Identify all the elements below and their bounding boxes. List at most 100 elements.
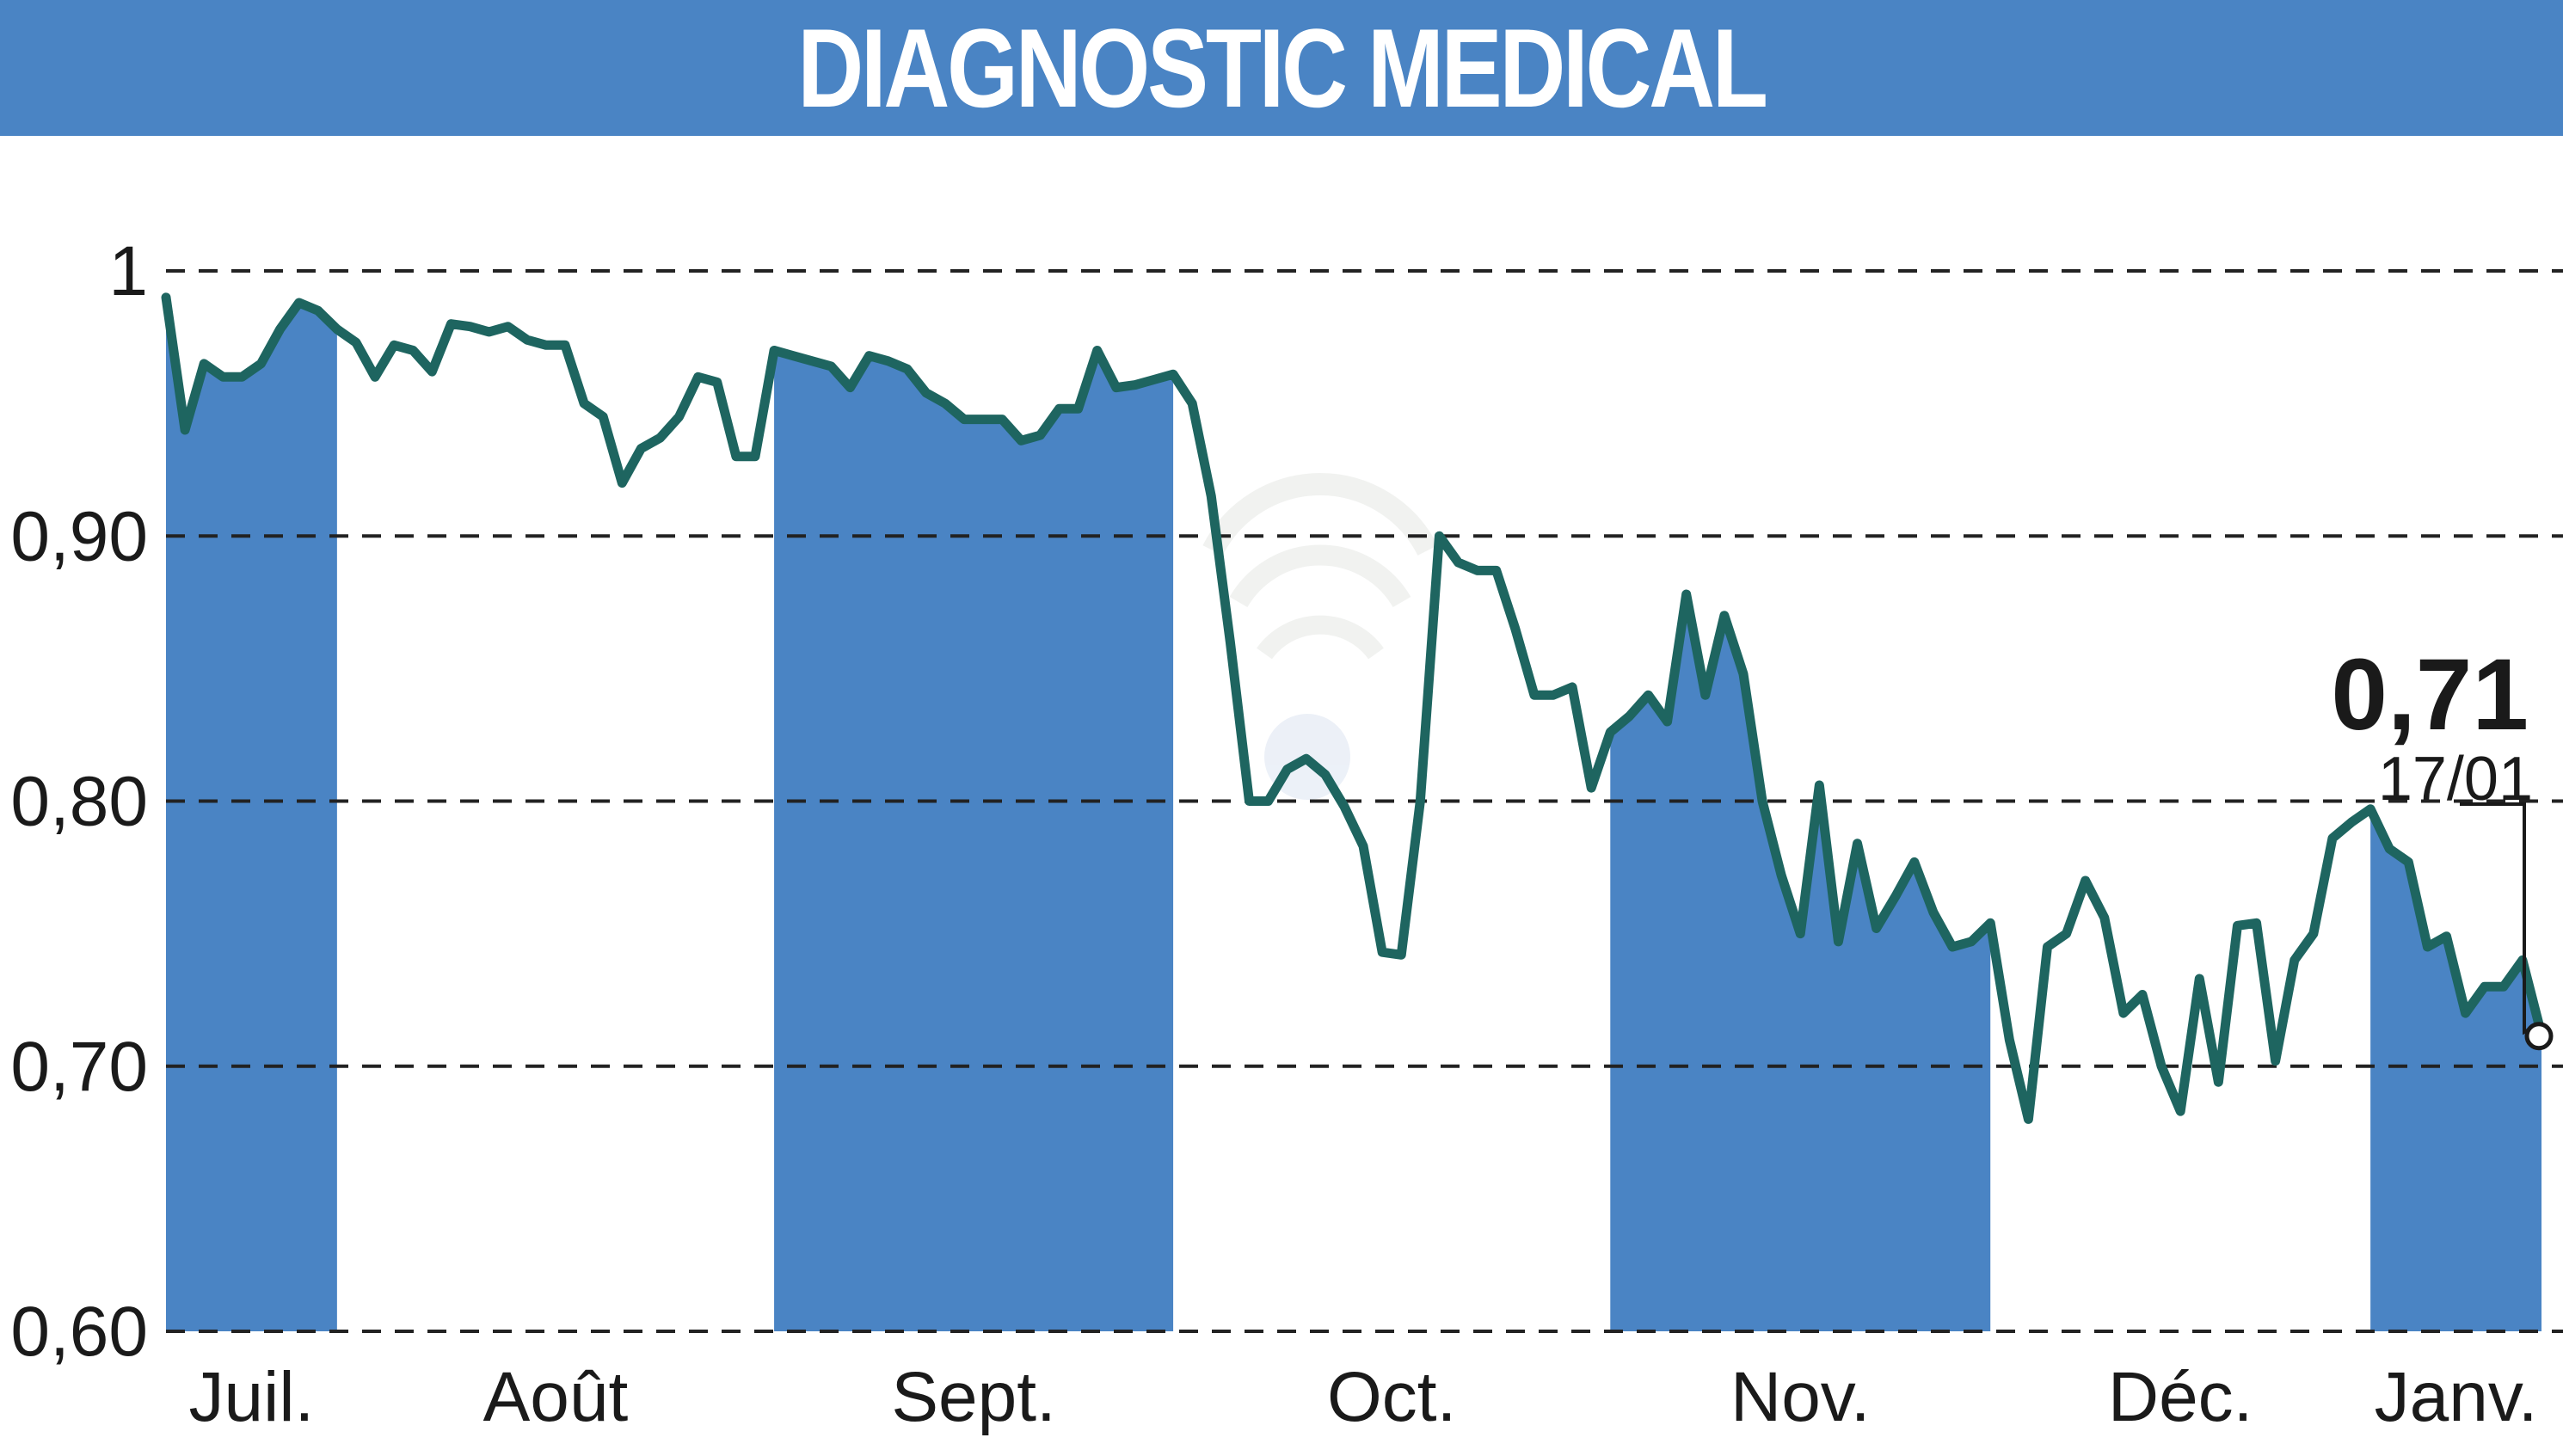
data-point-95 (1967, 937, 1976, 946)
data-point-6 (275, 324, 285, 334)
y-tick-label-0: 1 (108, 232, 148, 310)
data-point-80 (1681, 590, 1691, 599)
data-point-122 (2480, 982, 2489, 992)
data-point-1 (181, 425, 190, 434)
data-point-89 (1853, 839, 1862, 848)
x-axis-months: Juil. Août Sept. Oct. Nov. Déc. Janv. (189, 1358, 2538, 1436)
data-point-116 (2366, 804, 2376, 814)
data-point-26 (655, 433, 665, 443)
data-point-37 (864, 351, 874, 360)
y-tick-label-1: 0,90 (10, 497, 148, 575)
data-point-47 (1054, 404, 1064, 414)
data-point-109 (2233, 921, 2242, 931)
data-point-34 (808, 356, 817, 366)
data-point-5 (256, 359, 266, 368)
data-point-4 (237, 372, 247, 382)
grid-lines (166, 269, 2563, 1333)
data-point-66 (1416, 796, 1425, 806)
data-point-64 (1378, 948, 1387, 957)
data-point-40 (921, 388, 931, 397)
data-point-96 (1986, 918, 1995, 928)
data-point-68 (1454, 558, 1463, 568)
data-point-78 (1644, 691, 1653, 700)
data-point-0 (162, 292, 170, 302)
last-value-label: 0,71 (2331, 638, 2529, 752)
x-month-label-6: Janv. (2375, 1358, 2538, 1436)
shaded-month-0 (166, 297, 337, 1332)
data-point-72 (1529, 691, 1539, 700)
data-point-102 (2099, 913, 2109, 923)
data-point-31 (750, 452, 759, 461)
data-point-22 (580, 399, 589, 409)
data-point-118 (2404, 857, 2413, 867)
data-point-62 (1339, 802, 1349, 811)
data-point-67 (1435, 531, 1444, 541)
data-point-15 (446, 319, 456, 329)
data-point-57 (1245, 796, 1254, 806)
data-point-111 (2271, 1056, 2280, 1066)
data-point-35 (827, 361, 836, 371)
data-point-92 (1909, 857, 1919, 867)
data-point-93 (1928, 907, 1938, 917)
data-point-21 (561, 341, 570, 350)
data-point-97 (2005, 1035, 2014, 1044)
last-date-label: 17/01 (2378, 745, 2533, 814)
data-point-114 (2327, 833, 2337, 843)
data-point-9 (332, 324, 341, 334)
data-point-39 (902, 365, 912, 374)
series-layer (161, 292, 2547, 1124)
data-point-86 (1796, 929, 1805, 938)
data-point-119 (2423, 943, 2432, 952)
data-point-53 (1169, 370, 1178, 379)
data-point-59 (1282, 765, 1292, 774)
x-month-label-1: Août (483, 1358, 629, 1436)
data-point-70 (1491, 566, 1501, 575)
data-point-10 (351, 338, 360, 347)
data-point-69 (1472, 566, 1482, 575)
data-point-91 (1890, 892, 1900, 901)
data-point-73 (1549, 691, 1558, 700)
data-point-117 (2385, 844, 2394, 853)
data-point-121 (2461, 1009, 2470, 1018)
data-point-74 (1568, 682, 1577, 691)
data-point-49 (1092, 346, 1102, 355)
series-line (161, 292, 2547, 1124)
data-point-11 (371, 372, 380, 382)
data-point-79 (1663, 717, 1672, 727)
shaded-month-2 (774, 350, 1174, 1332)
data-point-98 (2024, 1115, 2033, 1124)
y-tick-label-2: 0,80 (10, 763, 148, 841)
data-point-94 (1948, 943, 1958, 952)
data-point-20 (541, 341, 550, 350)
data-point-48 (1073, 404, 1083, 414)
data-point-46 (1036, 431, 1045, 440)
data-point-99 (2043, 943, 2052, 952)
data-point-8 (313, 306, 323, 316)
data-point-85 (1777, 870, 1786, 880)
data-point-104 (2137, 990, 2147, 999)
y-tick-label-4: 0,60 (10, 1293, 148, 1371)
data-point-107 (2195, 974, 2204, 984)
data-point-90 (1872, 924, 1881, 933)
data-point-51 (1130, 380, 1140, 390)
data-point-113 (2308, 929, 2318, 938)
data-point-42 (960, 415, 969, 424)
x-month-label-5: Déc. (2108, 1358, 2253, 1436)
data-point-77 (1625, 711, 1634, 721)
data-point-12 (390, 341, 399, 350)
data-point-14 (427, 367, 437, 377)
shaded-month-4 (1610, 594, 1991, 1331)
data-point-58 (1263, 796, 1273, 806)
data-point-63 (1359, 841, 1368, 851)
data-point-24 (618, 478, 627, 488)
data-point-19 (522, 335, 532, 345)
data-point-83 (1738, 669, 1748, 679)
data-point-75 (1587, 783, 1596, 793)
data-point-87 (1815, 781, 1824, 790)
data-point-30 (731, 452, 741, 461)
data-point-17 (484, 327, 494, 336)
data-point-45 (1017, 436, 1026, 445)
data-point-18 (503, 322, 513, 331)
data-point-7 (294, 298, 304, 307)
